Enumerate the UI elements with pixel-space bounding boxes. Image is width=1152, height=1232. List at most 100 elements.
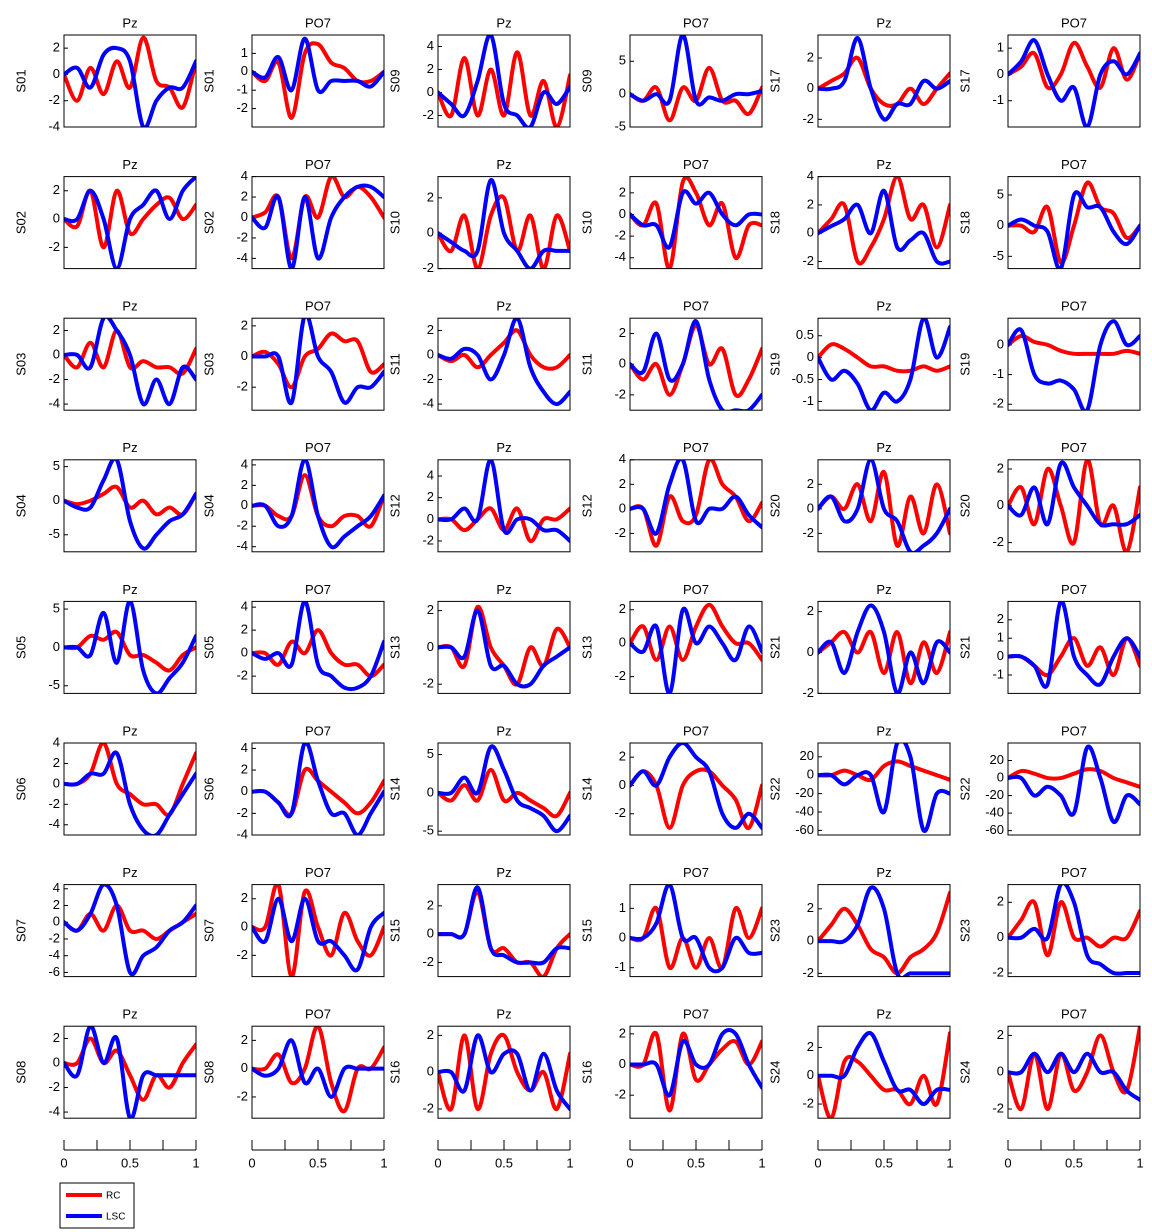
series-line [438, 328, 570, 371]
series-line [1008, 460, 1140, 528]
series-line [438, 608, 570, 689]
y-axis-label: S23 [957, 919, 972, 942]
y-tick-label: -20 [985, 787, 1004, 802]
y-axis-label: S06 [13, 777, 28, 800]
y-tick-label: -2 [48, 371, 60, 386]
y-tick-label: -2 [802, 525, 814, 540]
panel-title: PO7 [305, 15, 331, 30]
curves [438, 1032, 570, 1112]
panel-title: PO7 [1061, 865, 1087, 880]
series-line [252, 459, 384, 550]
y-tick-label: -2 [422, 260, 434, 275]
plot-frame [63, 600, 197, 694]
curves [64, 35, 196, 127]
series-line [630, 459, 762, 536]
y-tick-label: 0 [807, 767, 814, 782]
series-line [630, 189, 762, 250]
y-tick-label: 1 [997, 630, 1004, 645]
curves [818, 36, 950, 122]
plot-frame [251, 1025, 385, 1119]
y-tick-label: 0 [807, 80, 814, 95]
panel: PO7 S02 -4 -2 0 2 4 [201, 157, 385, 270]
curves [438, 35, 570, 127]
panel: PO7 S12 -2 0 2 4 [579, 440, 763, 553]
plot-frame [629, 176, 763, 270]
series-line [438, 459, 570, 543]
y-axis-label: S03 [201, 353, 216, 376]
plot-frame [437, 34, 571, 128]
series-line [252, 896, 384, 973]
panel-title: PO7 [683, 157, 709, 172]
series-line [252, 183, 384, 269]
y-tick-label: 2 [427, 489, 434, 504]
y-tick-label: -5 [614, 118, 626, 133]
plot-frame [251, 317, 385, 411]
y-tick-label: 1 [619, 900, 626, 915]
panel: PO7 S15 -1 0 1 [579, 865, 763, 978]
y-tick-label: -2 [614, 1087, 626, 1102]
y-tick-label: -2 [422, 371, 434, 386]
y-tick-label: 2 [997, 894, 1004, 909]
panel: Pz S24 -2 0 2 [767, 1007, 951, 1119]
series-line [64, 328, 196, 377]
y-tick-label: -5 [992, 248, 1004, 263]
y-axis-label: S20 [767, 494, 782, 517]
panel: PO7 S24 -2 0 2 [957, 1007, 1141, 1119]
y-tick-label: 4 [241, 740, 248, 755]
panel-title: PO7 [683, 15, 709, 30]
series-line [64, 45, 196, 127]
y-tick-label: 2 [241, 761, 248, 776]
curves [818, 176, 950, 266]
y-tick-label: -60 [795, 822, 814, 837]
curves [630, 743, 762, 830]
y-tick-label: 5 [619, 53, 626, 68]
y-tick-label: 0 [241, 783, 248, 798]
y-tick-label: 4 [241, 599, 248, 614]
series-line [1008, 319, 1140, 411]
y-axis-label: S14 [579, 777, 594, 800]
series-line [64, 35, 196, 110]
plot-frame [629, 34, 763, 128]
y-tick-label: -5 [422, 823, 434, 838]
series-line [818, 459, 950, 552]
plot-frame [1007, 176, 1141, 270]
y-axis-label: S09 [579, 69, 594, 92]
curves [818, 459, 950, 552]
plot-frame [251, 742, 385, 836]
series-line [1008, 459, 1140, 552]
y-tick-label: 2 [807, 1039, 814, 1054]
panel: PO7 S10 -4 -2 0 2 [579, 157, 763, 270]
x-tick-label: 0 [1004, 1155, 1011, 1170]
series-line [252, 743, 384, 835]
plot-frame [437, 600, 571, 694]
y-tick-label: 0 [997, 1064, 1004, 1079]
plot-frame [1007, 742, 1141, 836]
series-line [252, 628, 384, 679]
panel: PO7 S22 -60 -40 -20 0 20 [957, 723, 1141, 837]
y-tick-label: 0 [807, 500, 814, 515]
y-tick-label: -4 [48, 1104, 60, 1119]
y-tick-label: 2 [619, 325, 626, 340]
y-tick-label: 0 [241, 348, 248, 363]
y-tick-label: -2 [992, 1100, 1004, 1115]
y-axis-label: S08 [201, 1061, 216, 1084]
y-tick-label: -2 [802, 1095, 814, 1110]
plot-frame [629, 459, 763, 553]
panel: Pz S05 -5 0 5 [13, 582, 197, 694]
curves [630, 35, 762, 123]
panel-title: PO7 [1061, 1007, 1087, 1022]
y-tick-label: 0 [619, 1056, 626, 1071]
panel: PO7 S14 -2 0 2 [579, 723, 763, 836]
panel: Pz S03 -4 -2 0 2 [13, 299, 197, 411]
y-tick-label: 0 [619, 929, 626, 944]
y-tick-label: -60 [985, 822, 1004, 837]
y-tick-label: 2 [241, 477, 248, 492]
panel: Pz S11 -4 -2 0 2 [387, 299, 571, 411]
panel: Pz S20 -2 0 2 [767, 440, 951, 553]
y-tick-label: 2 [807, 900, 814, 915]
plot-frame [1007, 600, 1141, 694]
panel: PO7 S06 -4 -2 0 2 4 [201, 723, 385, 841]
x-tick-label: 1 [192, 1155, 199, 1170]
curves [818, 603, 950, 694]
panel-title: Pz [876, 1007, 891, 1022]
